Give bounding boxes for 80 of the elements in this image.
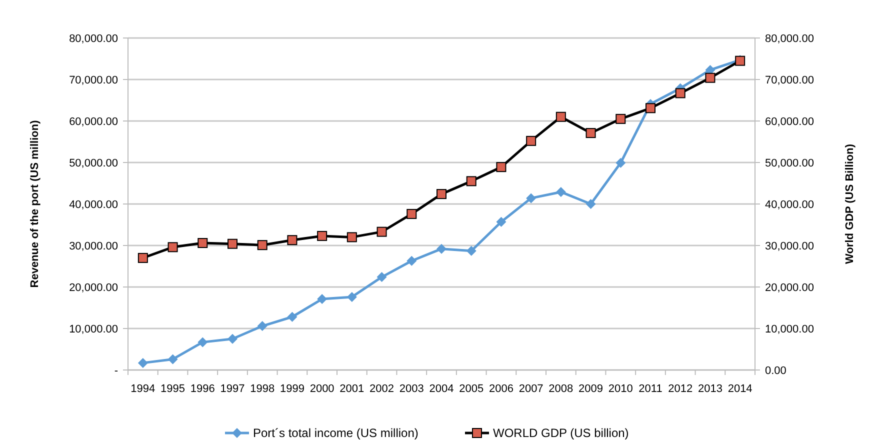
point xyxy=(228,238,238,249)
y2-tick-label: 0.00 xyxy=(765,364,786,377)
x-tick-label: 2011 xyxy=(638,383,662,395)
x-tick-label: 2002 xyxy=(370,383,394,395)
point xyxy=(436,244,446,254)
point xyxy=(406,208,417,219)
x-tick-label: 2000 xyxy=(310,383,334,395)
y2-tick-label: 50,000.00 xyxy=(765,157,814,170)
y-tick-label: 20,000.00 xyxy=(69,282,118,294)
point xyxy=(287,235,298,246)
y2-tick-label: 30,000.00 xyxy=(765,240,814,252)
point xyxy=(138,358,148,368)
x-tick-label: 2005 xyxy=(459,383,484,395)
point xyxy=(436,189,446,200)
point xyxy=(317,230,328,241)
x-tick-label: 2004 xyxy=(429,383,454,395)
x-tick-label: 1996 xyxy=(190,383,215,395)
point xyxy=(376,272,387,282)
point xyxy=(228,334,238,344)
point xyxy=(406,256,417,266)
y2-tick-label: 40,000.00 xyxy=(765,198,814,211)
y-tick-label: 40,000.00 xyxy=(69,198,118,211)
x-tick-label: 1998 xyxy=(250,383,275,395)
y2-tick-label: 10,000.00 xyxy=(765,323,814,336)
point xyxy=(346,292,357,302)
point xyxy=(346,232,357,242)
x-tick-label: 2012 xyxy=(668,383,693,395)
x-tick-label: 2003 xyxy=(399,383,424,395)
point xyxy=(675,88,686,98)
y2-tick-label: 60,000.00 xyxy=(765,116,814,128)
legend-label: Port´s total income (US million) xyxy=(253,426,418,440)
x-tick-label: 2010 xyxy=(608,383,633,395)
point xyxy=(526,136,536,146)
point xyxy=(526,193,536,204)
x-tick-label: 2009 xyxy=(578,383,604,395)
y-tick-label: - xyxy=(114,364,118,377)
point xyxy=(616,114,626,124)
point xyxy=(287,312,298,322)
y-tick-label: 30,000.00 xyxy=(69,240,118,252)
point xyxy=(466,246,476,256)
y2-axis-title: World GDP (US Billion) xyxy=(844,144,856,264)
point xyxy=(168,354,178,364)
x-tick-label: 1995 xyxy=(160,383,186,395)
x-tick-label: 2007 xyxy=(518,383,544,395)
y-tick-label: 80,000.00 xyxy=(69,32,118,45)
x-tick-label: 2006 xyxy=(488,383,514,395)
point xyxy=(466,176,476,186)
point xyxy=(257,240,268,250)
point xyxy=(705,72,716,83)
y-axis-title: Revenue of the port (US million) xyxy=(29,120,41,288)
x-tick-label: 2014 xyxy=(728,383,752,395)
point xyxy=(198,337,208,348)
y-tick-label: 10,000.00 xyxy=(69,323,118,336)
y-tick-label: 70,000.00 xyxy=(69,74,118,86)
x-tick-label: 2001 xyxy=(340,383,364,395)
point xyxy=(496,162,506,172)
point xyxy=(586,199,596,209)
x-tick-label: 1997 xyxy=(220,383,245,395)
point xyxy=(198,238,208,248)
point xyxy=(317,294,328,304)
point xyxy=(496,216,506,227)
y-tick-label: 50,000.00 xyxy=(69,157,118,170)
legend-label: WORLD GDP (US billion) xyxy=(493,426,629,440)
y2-tick-label: 80,000.00 xyxy=(765,32,814,45)
x-tick-label: 1994 xyxy=(130,383,156,395)
x-tick-label: 2008 xyxy=(548,383,574,395)
point xyxy=(586,128,596,138)
x-tick-label: 1999 xyxy=(280,383,304,395)
point xyxy=(616,158,626,168)
point xyxy=(257,321,268,332)
x-tick-label: 2013 xyxy=(698,383,722,395)
y2-tick-label: 70,000.00 xyxy=(765,74,814,86)
y2-tick-label: 20,000.00 xyxy=(765,282,814,294)
y-tick-label: 60,000.00 xyxy=(69,116,118,128)
point xyxy=(556,112,566,122)
point xyxy=(168,242,178,252)
point xyxy=(646,103,656,114)
point xyxy=(376,226,387,237)
point xyxy=(138,252,148,263)
point xyxy=(556,186,566,197)
